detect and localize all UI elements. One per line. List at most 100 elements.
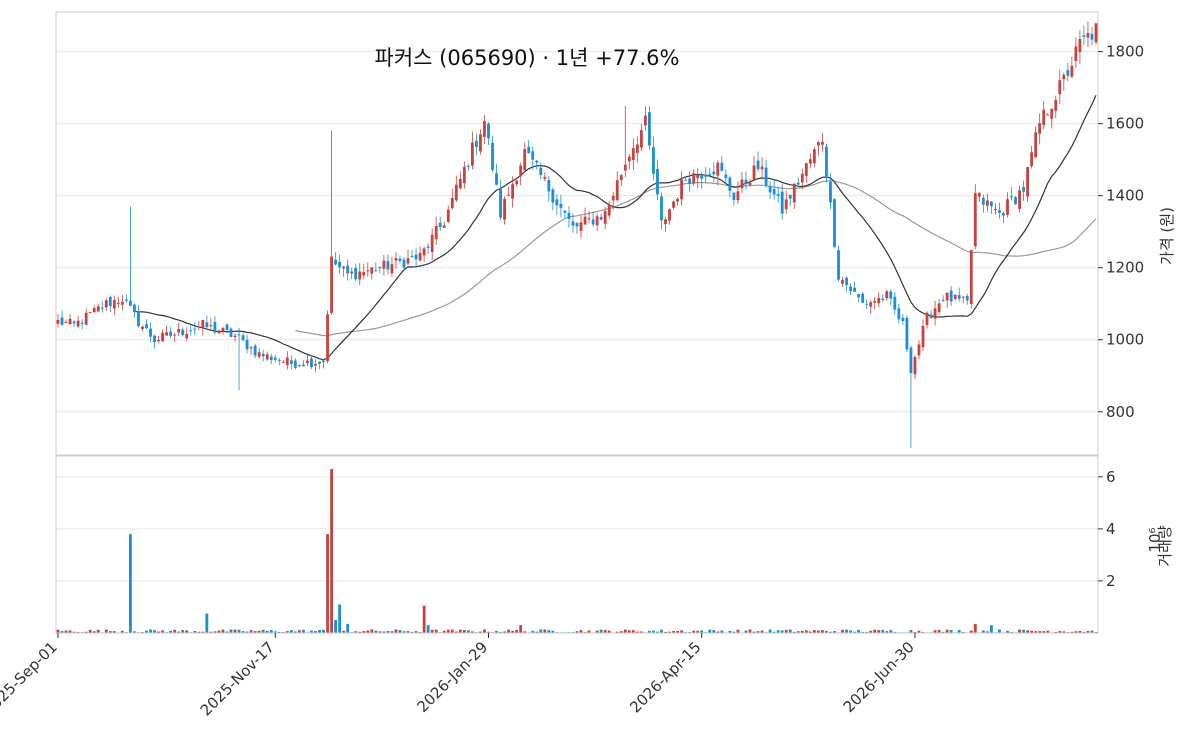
candle [261,349,265,362]
volume-bar [985,631,989,633]
volume-bar [302,629,305,633]
candle [611,191,615,210]
volume-bar [615,631,619,633]
volume-bar [197,631,201,633]
volume-bar [873,629,877,633]
price-axis: 800 1000 1200 1400 1600 1800 [1098,43,1144,421]
candle [398,255,402,264]
volume-bar [1058,631,1062,633]
candle [849,283,852,295]
volume-bar [346,623,350,633]
candle [712,161,716,183]
volume-bar [434,629,438,633]
candle [768,180,772,199]
volume-bar [780,630,784,633]
volume-bar [354,631,358,633]
volume-bar [519,625,523,633]
candle [1074,37,1078,68]
volume-bar [56,629,60,633]
candle [688,171,692,192]
candle [668,208,671,225]
volume-bar [217,630,221,633]
volume-bar [676,631,679,633]
volume-bar [108,631,112,633]
volume-bar [261,629,265,633]
candle [519,162,523,186]
candle [1066,62,1070,82]
volume-axis-title: 거래량 [1156,525,1174,567]
candle [145,319,148,330]
volume-bar [603,629,607,633]
volume-bar [92,631,96,633]
volume-bar [1082,631,1086,633]
candle [716,160,720,186]
volume-bar [756,631,760,633]
date-tick-label: 2026-Jun-30 [840,638,918,716]
volume-bar [479,631,482,633]
volume-bar [949,630,953,633]
candle [225,323,229,334]
candle [969,249,973,309]
price-tick-label: 1000 [1106,331,1144,349]
volume-bar [768,629,772,633]
volume-bar [664,631,667,633]
volume-bar [736,629,740,633]
candle [571,213,575,233]
candle [724,169,728,184]
candle [193,322,197,336]
candle [889,289,893,306]
volume-bar [744,630,748,633]
candle [652,136,655,181]
candle [189,325,193,336]
volume-bar [535,631,539,633]
candle [764,159,768,188]
volume-bar [788,629,792,633]
volume-bar [68,630,72,633]
volume-bar [672,630,675,633]
candle [603,207,607,230]
volume-bar [112,631,116,633]
volume-bar [229,629,233,633]
moving-average-lines [134,94,1097,361]
volume-bar [1034,631,1038,633]
candle [1086,21,1090,47]
candle [378,266,382,273]
volume-bar [64,630,68,633]
candle [342,265,346,277]
volume-bar [366,630,370,633]
candle [821,132,824,152]
volume-bar [1018,629,1021,633]
volume-bar [149,629,152,633]
candle [752,155,756,180]
candle [961,296,965,304]
candle [273,354,277,363]
candle [257,347,261,359]
candle [933,300,937,326]
volume-bar [426,625,430,633]
volume-bar [394,629,398,633]
candle [748,178,752,187]
candle [905,315,909,353]
candle [153,334,156,349]
candle [591,211,595,228]
candle [1094,22,1098,45]
candle [483,115,486,145]
candle [414,248,418,267]
candle [346,259,350,281]
candle [265,351,269,361]
candle [470,131,474,170]
candle [104,298,108,311]
volume-bar [233,629,237,633]
candle [1062,72,1066,91]
candle [245,334,249,354]
volume-bar [913,631,917,633]
candle [1070,56,1074,79]
candle [523,142,527,171]
candle [394,252,398,269]
volume-bar [728,630,732,633]
volume-axis: 2 4 6 [1098,468,1116,590]
volume-bar [72,631,76,633]
volume-bar [635,631,639,633]
candle [446,205,450,224]
volume-bar [249,630,253,633]
